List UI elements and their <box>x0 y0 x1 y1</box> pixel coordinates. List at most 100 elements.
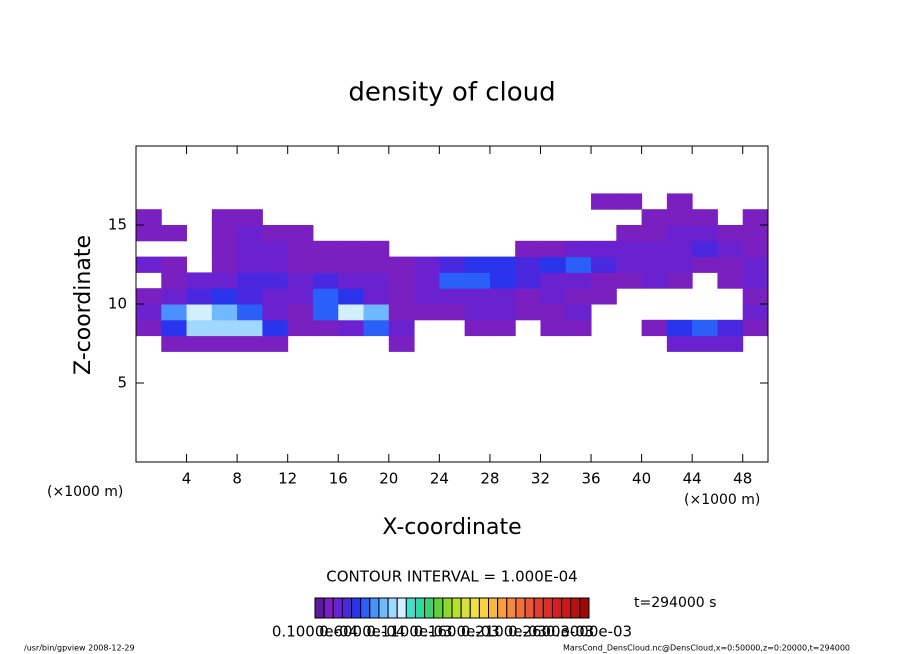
colorbar-label: 0.1600e-03 <box>414 623 500 641</box>
colorbar-box <box>524 597 535 619</box>
colorbar-box <box>451 597 462 619</box>
x-tick-label: 48 <box>733 470 752 488</box>
cell <box>717 225 744 242</box>
cell <box>211 288 238 305</box>
cell <box>262 225 289 242</box>
cell <box>338 272 365 289</box>
cell <box>186 304 213 321</box>
cell <box>666 335 693 352</box>
cell <box>363 304 390 321</box>
cell <box>464 272 491 289</box>
cell <box>363 240 390 258</box>
x-tick-label: 20 <box>379 470 398 488</box>
cell <box>641 272 668 289</box>
colorbar-box <box>469 597 480 619</box>
cell <box>616 240 643 258</box>
cell <box>666 240 693 258</box>
cell <box>262 304 289 321</box>
cell <box>742 319 769 337</box>
cell <box>666 319 693 337</box>
cell <box>742 256 769 273</box>
cell <box>312 256 339 273</box>
cell <box>641 256 668 273</box>
cell <box>540 256 567 273</box>
cell <box>641 209 668 226</box>
cell <box>616 272 643 289</box>
cell <box>363 288 390 305</box>
cell <box>262 288 289 305</box>
colorbar-label: 0.1000e-04 <box>272 623 358 641</box>
cell <box>161 225 188 242</box>
colorbar-box <box>360 597 371 619</box>
cell <box>464 288 491 305</box>
cell <box>388 335 415 352</box>
cell <box>161 319 188 337</box>
cell <box>540 288 567 305</box>
cell <box>641 240 668 258</box>
cell <box>439 288 466 305</box>
contour-interval: CONTOUR INTERVAL = 1.000E-04 <box>326 568 577 586</box>
cell <box>439 304 466 321</box>
cell <box>439 272 466 289</box>
cell <box>186 272 213 289</box>
cell <box>489 272 516 289</box>
cell <box>136 288 162 305</box>
cell <box>742 272 769 289</box>
cell <box>211 335 238 352</box>
cell <box>742 209 769 226</box>
colorbar-box <box>351 597 362 619</box>
cell <box>742 288 769 305</box>
cell <box>338 256 365 273</box>
cell <box>136 304 162 321</box>
cell <box>388 304 415 321</box>
cell <box>136 209 162 226</box>
x-tick-label: 32 <box>531 470 550 488</box>
cell <box>414 272 440 289</box>
cell <box>262 256 289 273</box>
cell <box>565 304 592 321</box>
cell <box>666 272 693 289</box>
x-tick-label: 40 <box>632 470 651 488</box>
cell <box>666 225 693 242</box>
cell <box>338 319 365 337</box>
x-tick-label: 12 <box>278 470 297 488</box>
cell <box>692 240 718 258</box>
cell <box>312 304 339 321</box>
cell <box>388 256 415 273</box>
colorbar-box <box>323 597 334 619</box>
cell <box>439 256 466 273</box>
cell <box>666 209 693 226</box>
cell <box>287 272 314 289</box>
colorbar-box <box>442 597 453 619</box>
cell <box>161 256 188 273</box>
colorbar-box <box>405 597 416 619</box>
x-unit: (×1000 m) <box>684 492 760 508</box>
cell <box>237 240 263 258</box>
y-unit: (×1000 m) <box>47 484 123 500</box>
cell <box>540 272 567 289</box>
x-tick-label: 24 <box>430 470 449 488</box>
cell <box>515 272 541 289</box>
cell <box>742 304 769 321</box>
cell <box>565 272 592 289</box>
cell <box>717 240 744 258</box>
cell <box>363 319 390 337</box>
cell <box>742 225 769 242</box>
cell <box>211 272 238 289</box>
cell <box>591 288 617 305</box>
cell <box>717 256 744 273</box>
cell <box>312 288 339 305</box>
colorbar-box <box>561 597 572 619</box>
time-label: t=294000 s <box>634 595 716 611</box>
cell <box>211 225 238 242</box>
cell <box>666 256 693 273</box>
colorbar-box <box>332 597 343 619</box>
y-tick-label: 10 <box>108 295 127 313</box>
cell <box>363 272 390 289</box>
cell <box>338 288 365 305</box>
cell <box>237 272 263 289</box>
colorbar-box <box>424 597 435 619</box>
cell <box>237 288 263 305</box>
cell <box>338 240 365 258</box>
